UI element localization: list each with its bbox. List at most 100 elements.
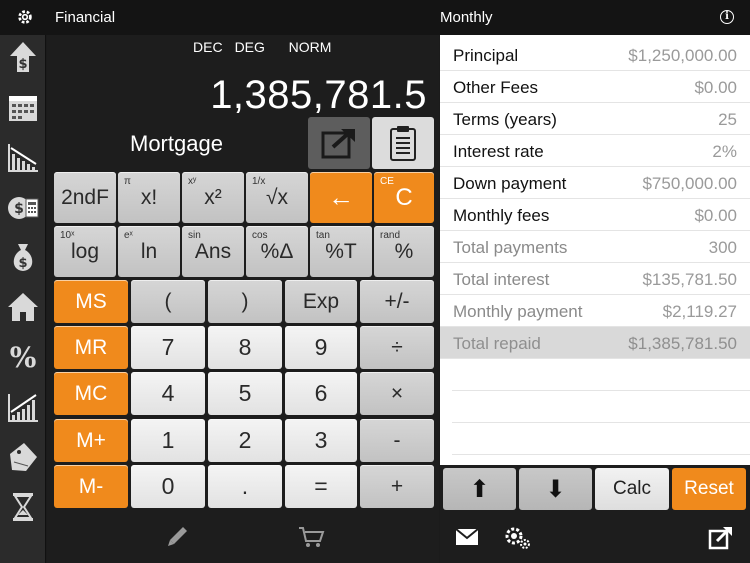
table-row[interactable]: Other Fees $0.00: [440, 71, 750, 103]
factorial-key[interactable]: π x!: [118, 172, 180, 223]
right-paren-key[interactable]: ): [208, 280, 282, 323]
row-value: 2%: [712, 142, 737, 161]
digit-9-key[interactable]: 9: [285, 326, 357, 369]
subtract-key[interactable]: -: [360, 419, 434, 462]
digit-0-key[interactable]: 0: [131, 465, 205, 508]
move-up-button[interactable]: ⬆: [443, 468, 516, 510]
row-value: 25: [718, 110, 737, 129]
row-label: Terms (years): [453, 110, 557, 129]
memory-clear-key[interactable]: MC: [54, 372, 128, 415]
digit-6-key[interactable]: 6: [285, 372, 357, 415]
empty-row: [452, 423, 750, 455]
divide-key[interactable]: ÷: [360, 326, 434, 369]
digit-2-key[interactable]: 2: [208, 419, 282, 462]
growth-chart-icon[interactable]: [5, 389, 41, 425]
digit-1-key[interactable]: 1: [131, 419, 205, 462]
mode-label[interactable]: Mortgage: [130, 131, 223, 156]
angle-mode[interactable]: DEG: [234, 39, 265, 55]
memory-store-key[interactable]: MS: [54, 280, 128, 323]
info-icon[interactable]: i: [720, 10, 734, 24]
percent-delta-key[interactable]: cos %Δ: [246, 226, 308, 277]
memory-add-key[interactable]: M+: [54, 419, 128, 462]
factorial-alt-label: π: [124, 176, 131, 187]
digit-3-key[interactable]: 3: [285, 419, 357, 462]
calc-button[interactable]: Calc: [595, 468, 669, 510]
settings-icon[interactable]: [504, 524, 532, 555]
table-row[interactable]: Monthly payment $2,119.27: [440, 295, 750, 327]
pen-icon[interactable]: [165, 525, 189, 554]
add-key[interactable]: +: [360, 465, 434, 508]
sqrt-alt-label: 1/x: [252, 176, 266, 187]
row-value: $1,385,781.50: [628, 334, 737, 353]
export-button[interactable]: [308, 117, 370, 169]
percent-total-alt-label: tan: [316, 230, 330, 241]
table-row[interactable]: Total payments 300: [440, 231, 750, 263]
svg-text:$: $: [18, 256, 27, 271]
declining-chart-icon[interactable]: [5, 139, 41, 175]
clear-label: C: [395, 183, 413, 211]
second-function-key[interactable]: 2ndF: [54, 172, 116, 223]
table-row[interactable]: Total interest $135,781.50: [440, 263, 750, 295]
multiply-key[interactable]: ×: [360, 372, 434, 415]
square-key[interactable]: xʸ x²: [182, 172, 244, 223]
memory-subtract-key[interactable]: M-: [54, 465, 128, 508]
gear-icon[interactable]: [16, 8, 34, 26]
number-mode[interactable]: DEC: [193, 39, 223, 55]
svg-text:$: $: [14, 201, 24, 217]
house-icon[interactable]: [5, 289, 41, 325]
digit-7-key[interactable]: 7: [131, 326, 205, 369]
plus-minus-key[interactable]: +/-: [360, 280, 434, 323]
ln-key[interactable]: eˣ ln: [118, 226, 180, 277]
row-label: Monthly payment: [453, 302, 583, 321]
memory-recall-key[interactable]: MR: [54, 326, 128, 369]
row-value: $750,000.00: [642, 174, 737, 193]
row-label: Monthly fees: [453, 206, 550, 225]
cash-calculator-icon[interactable]: $: [5, 189, 41, 225]
money-bag-icon[interactable]: $: [5, 239, 41, 275]
equals-key[interactable]: =: [285, 465, 357, 508]
mortgage-table: Principal $1,250,000.00 Other Fees $0.00 T…: [440, 35, 750, 465]
arrow-up-icon: ⬆: [469, 475, 490, 503]
table-row[interactable]: Monthly fees $0.00: [440, 199, 750, 231]
decimal-key[interactable]: .: [208, 465, 282, 508]
reset-button[interactable]: Reset: [672, 468, 746, 510]
sqrt-label: √x: [265, 185, 289, 209]
clipboard-button[interactable]: [372, 117, 434, 169]
sqrt-key[interactable]: 1/x √x: [246, 172, 308, 223]
cart-icon[interactable]: [297, 525, 325, 554]
price-tag-icon[interactable]: [5, 439, 41, 475]
table-row[interactable]: Principal $1,250,000.00: [440, 39, 750, 71]
row-label: Total interest: [453, 270, 550, 289]
mail-icon[interactable]: [455, 528, 479, 550]
percent-total-key[interactable]: tan %T: [310, 226, 372, 277]
percent-icon[interactable]: %: [5, 339, 41, 375]
percent-key[interactable]: rand%: [374, 226, 434, 277]
digit-8-key[interactable]: 8: [208, 326, 282, 369]
square-label: x²: [204, 185, 222, 209]
calendar-icon[interactable]: [5, 89, 41, 125]
row-value: $2,119.27: [662, 302, 737, 321]
arrow-down-icon: ⬇: [545, 475, 566, 503]
digit-4-key[interactable]: 4: [131, 372, 205, 415]
clear-key[interactable]: CE C: [374, 172, 434, 223]
hourglass-icon[interactable]: [5, 489, 41, 525]
share-icon[interactable]: [708, 525, 734, 556]
digit-5-key[interactable]: 5: [208, 372, 282, 415]
table-row[interactable]: Interest rate 2%: [440, 135, 750, 167]
clipboard-icon: [390, 126, 416, 161]
log-key[interactable]: 10ˣ log: [54, 226, 116, 277]
table-row-selected[interactable]: Total repaid $1,385,781.50: [440, 327, 750, 359]
exp-key[interactable]: Exp: [285, 280, 357, 323]
ln-alt-label: eˣ: [124, 230, 133, 241]
dollar-up-arrow-icon[interactable]: $: [5, 39, 41, 75]
table-row[interactable]: Terms (years) 25: [440, 103, 750, 135]
table-row[interactable]: Down payment $750,000.00: [440, 167, 750, 199]
row-value: $1,250,000.00: [628, 46, 737, 65]
log-alt-label: 10ˣ: [60, 230, 75, 241]
row-label: Principal: [453, 46, 519, 65]
format-mode[interactable]: NORM: [288, 39, 332, 55]
move-down-button[interactable]: ⬇: [519, 468, 592, 510]
ans-key[interactable]: sin Ans: [182, 226, 244, 277]
backspace-key[interactable]: ←: [310, 172, 372, 223]
left-paren-key[interactable]: (: [131, 280, 205, 323]
